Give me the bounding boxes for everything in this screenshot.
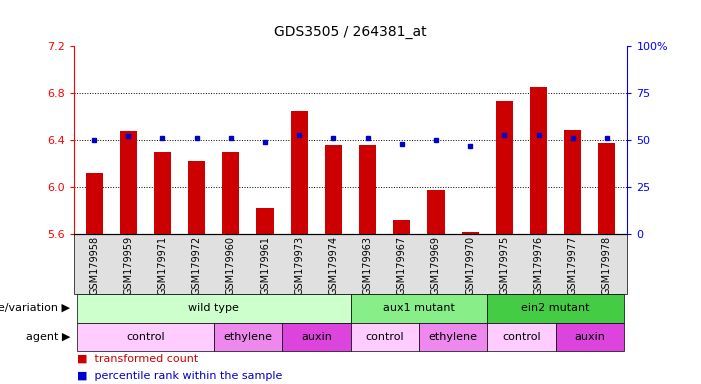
Bar <box>599 142 615 234</box>
Text: control: control <box>365 332 404 342</box>
Bar <box>222 152 240 234</box>
Text: aux1 mutant: aux1 mutant <box>383 303 455 313</box>
Bar <box>564 129 581 234</box>
Text: auxin: auxin <box>574 332 605 342</box>
Bar <box>496 101 513 234</box>
Text: agent ▶: agent ▶ <box>26 332 70 342</box>
Bar <box>154 152 171 234</box>
Text: ■  transformed count: ■ transformed count <box>77 353 198 363</box>
Bar <box>188 161 205 234</box>
Bar <box>393 220 410 234</box>
Text: ethylene: ethylene <box>224 332 273 342</box>
Bar <box>428 190 444 234</box>
Text: control: control <box>502 332 540 342</box>
Bar <box>291 111 308 234</box>
Text: genotype/variation ▶: genotype/variation ▶ <box>0 303 70 313</box>
Bar <box>530 87 547 234</box>
Bar <box>359 145 376 234</box>
Bar <box>257 209 273 234</box>
Text: ■  percentile rank within the sample: ■ percentile rank within the sample <box>77 371 283 381</box>
Text: GDS3505 / 264381_at: GDS3505 / 264381_at <box>274 25 427 39</box>
Text: ethylene: ethylene <box>428 332 477 342</box>
Text: auxin: auxin <box>301 332 332 342</box>
Text: control: control <box>126 332 165 342</box>
Bar <box>325 145 342 234</box>
Text: ein2 mutant: ein2 mutant <box>522 303 590 313</box>
Text: wild type: wild type <box>189 303 239 313</box>
Bar <box>86 173 102 234</box>
Bar <box>120 131 137 234</box>
Bar <box>461 232 479 234</box>
